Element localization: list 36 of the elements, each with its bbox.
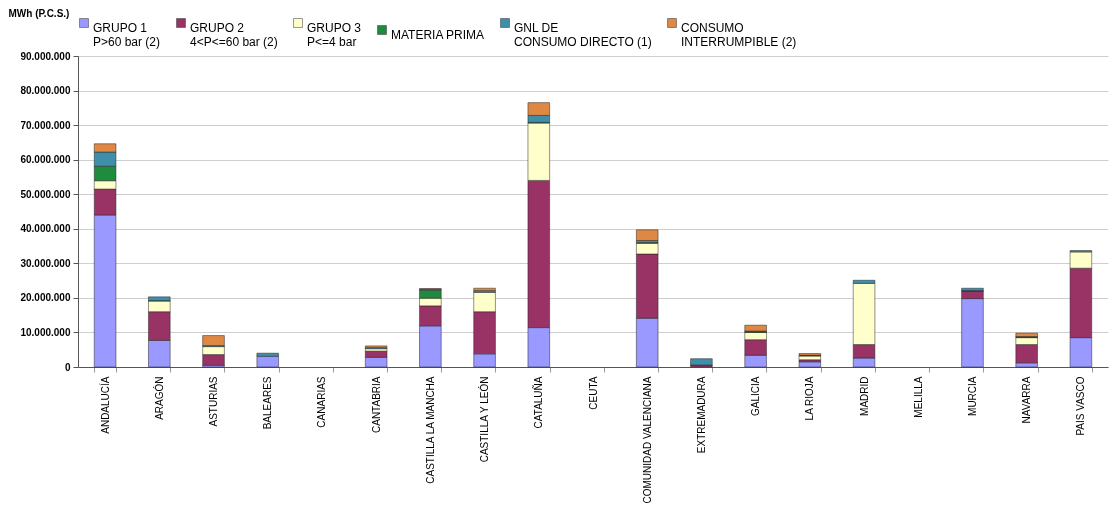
x-tick-label: CEUTA — [587, 376, 599, 410]
x-tick-label: NAVARRA — [1021, 376, 1033, 424]
x-tick-label: MELILLA — [912, 376, 924, 418]
x-tick-label: CANARIAS — [316, 376, 328, 428]
y-tick-label: 30.000.000 — [20, 257, 71, 269]
x-tick-label: BALEARES — [262, 376, 274, 430]
legend-label: CONSUMO INTERRUMPIBLE (2) — [681, 21, 797, 49]
x-tick-label: CANTABRIA — [370, 376, 382, 433]
y-tick-label: 20.000.000 — [20, 292, 71, 304]
y-tick-label: 70.000.000 — [20, 119, 71, 131]
y-tick-label: 40.000.000 — [20, 223, 71, 235]
y-axis-title: MWh (P.C.S.) — [8, 7, 70, 19]
legend-label: MATERIA PRIMA — [391, 28, 485, 42]
x-tick-label: ARAGÓN — [152, 376, 165, 420]
x-tick-label: COMUNIDAD VALENCIANA — [641, 376, 653, 504]
y-tick-label: 90.000.000 — [20, 50, 71, 62]
y-tick-label: 10.000.000 — [20, 326, 71, 338]
y-tick-label: 0 — [64, 361, 71, 373]
y-tick-label: 60.000.000 — [20, 154, 71, 166]
legend-label: GRUPO 1 P>60 bar (2) — [93, 21, 161, 49]
legend-label: GRUPO 2 4<P<=60 bar (2) — [190, 21, 278, 49]
x-tick-label: EXTREMADURA — [695, 376, 707, 454]
x-tick-label: MADRID — [858, 376, 870, 416]
x-tick-label: CASTILLA LA MANCHA — [424, 376, 436, 484]
y-tick-label: 80.000.000 — [20, 85, 71, 97]
legend-label: GRUPO 3 P<=4 bar — [307, 21, 362, 49]
x-tick-label: PAIS VASCO — [1075, 376, 1087, 436]
x-tick-label: MURCIA — [966, 376, 978, 416]
x-tick-label: ASTURIAS — [208, 376, 220, 427]
x-tick-label: LA RIOJA — [804, 376, 816, 421]
x-tick-label: GALICIA — [750, 376, 762, 416]
x-tick-label: CATALUÑA — [532, 376, 545, 429]
y-tick-label: 50.000.000 — [20, 188, 71, 200]
x-tick-label: ANDALUCÍA — [98, 376, 111, 434]
x-tick-label: CASTILLA Y LEÓN — [478, 376, 491, 463]
legend-label: GNL DE CONSUMO DIRECTO (1) — [514, 21, 652, 49]
